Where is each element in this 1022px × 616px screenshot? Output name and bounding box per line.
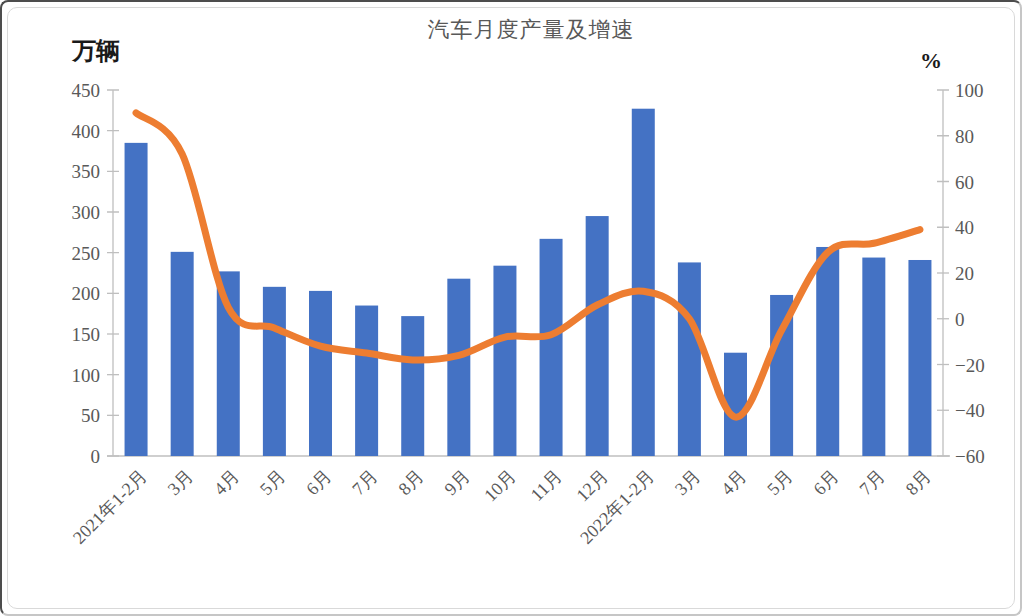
- production-bar: [493, 266, 516, 456]
- production-bar: [586, 216, 609, 456]
- right-axis-tick-label: −60: [955, 446, 985, 467]
- x-axis-label: 5月: [763, 466, 796, 499]
- right-axis-tick-label: 100: [955, 80, 984, 101]
- left-axis-tick-label: 450: [72, 80, 101, 101]
- left-axis-tick-label: 200: [72, 283, 101, 304]
- production-bar: [263, 287, 286, 456]
- left-axis-tick-label: 300: [72, 202, 101, 223]
- production-bar: [862, 258, 885, 456]
- right-axis-tick-label: 60: [955, 172, 974, 193]
- production-bar: [447, 279, 470, 456]
- x-axis-label: 10月: [480, 466, 520, 506]
- right-axis-tick-label: 40: [955, 217, 974, 238]
- x-axis-label: 9月: [440, 466, 473, 499]
- production-bar: [632, 109, 655, 456]
- production-bar: [678, 262, 701, 456]
- x-axis-label: 2021年1-2月: [69, 466, 151, 548]
- x-axis-label: 3月: [671, 466, 704, 499]
- x-axis-label: 7月: [855, 466, 888, 499]
- x-axis-label: 3月: [164, 466, 197, 499]
- production-bar: [309, 291, 332, 456]
- x-axis-label: 4月: [210, 466, 243, 499]
- x-axis-label: 8月: [902, 466, 935, 499]
- left-axis-tick-label: 250: [72, 243, 101, 264]
- production-bar: [171, 252, 194, 456]
- x-axis-label: 7月: [348, 466, 381, 499]
- right-axis-tick-label: −40: [955, 400, 985, 421]
- x-axis-label: 6月: [809, 466, 842, 499]
- production-bar: [125, 143, 148, 456]
- x-axis-label: 8月: [394, 466, 427, 499]
- production-bar: [908, 260, 931, 456]
- x-axis-label: 11月: [527, 466, 566, 505]
- x-axis-label: 6月: [302, 466, 335, 499]
- x-axis-label: 4月: [717, 466, 750, 499]
- right-axis-tick-label: 80: [955, 126, 974, 147]
- production-bar: [540, 239, 563, 456]
- chart-plot: 450400350300250200150100500100806040200−…: [2, 2, 1020, 614]
- right-axis-tick-label: 20: [955, 263, 974, 284]
- left-axis-tick-label: 0: [91, 446, 101, 467]
- x-axis-label: 5月: [256, 466, 289, 499]
- production-bar: [401, 316, 424, 456]
- production-bar: [816, 247, 839, 456]
- x-axis-label: 12月: [572, 466, 612, 506]
- left-axis-tick-label: 50: [81, 405, 100, 426]
- production-bar: [355, 306, 378, 456]
- right-axis-tick-label: −20: [955, 355, 985, 376]
- left-axis-tick-label: 150: [72, 324, 101, 345]
- left-axis-tick-label: 400: [72, 121, 101, 142]
- growth-line: [136, 113, 920, 417]
- auto-production-chart: 汽车月度产量及增速 万辆 % 4504003503002502001501005…: [0, 0, 1022, 616]
- left-axis-tick-label: 100: [72, 365, 101, 386]
- left-axis-tick-label: 350: [72, 161, 101, 182]
- right-axis-tick-label: 0: [955, 309, 965, 330]
